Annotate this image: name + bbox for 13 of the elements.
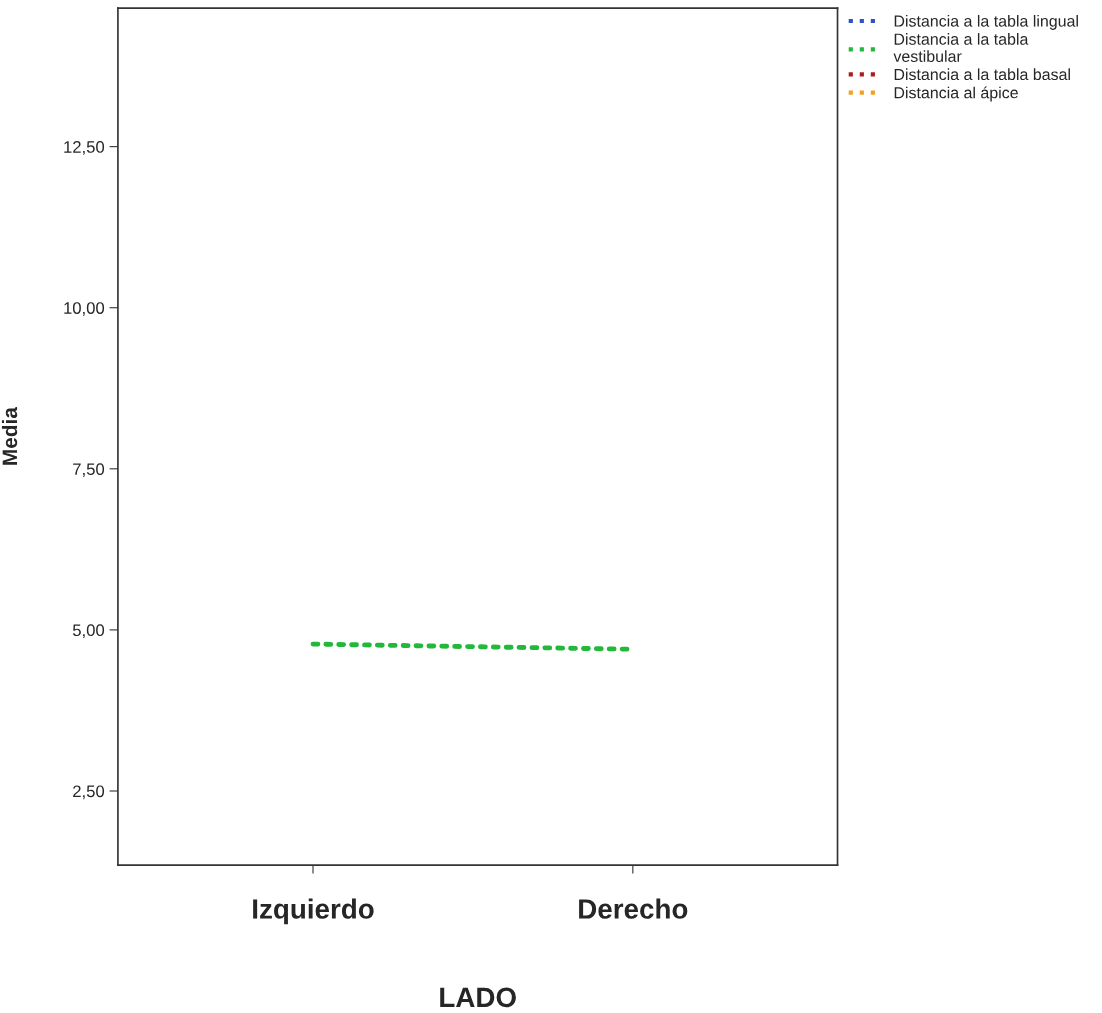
y-tick-label: 10,00	[64, 302, 105, 316]
x-tick-label: Izquierdo	[253, 898, 374, 925]
legend-label: Distancia a la tabla lingual	[894, 15, 1078, 30]
y-tick-label: 2,50	[73, 785, 105, 800]
legend-label: Distancia a la tabla basal	[894, 68, 1070, 81]
y-axis-title: Media	[1, 406, 18, 465]
legend-label: Distancia a la tabla vestibular	[893, 33, 1029, 63]
y-tick-label: 5,00	[72, 624, 105, 639]
y-tick-label: 12,50	[64, 141, 105, 155]
y-tick-label: 7,50	[73, 463, 105, 477]
legend-label: Distancia al ápice	[894, 86, 1018, 102]
x-axis-title: LADO	[440, 987, 516, 1008]
x-tick-label: Derecho	[579, 898, 688, 919]
